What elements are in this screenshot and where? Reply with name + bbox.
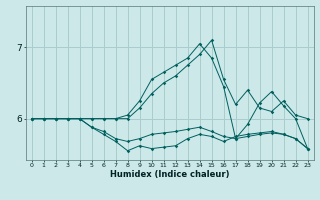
X-axis label: Humidex (Indice chaleur): Humidex (Indice chaleur): [110, 170, 229, 179]
